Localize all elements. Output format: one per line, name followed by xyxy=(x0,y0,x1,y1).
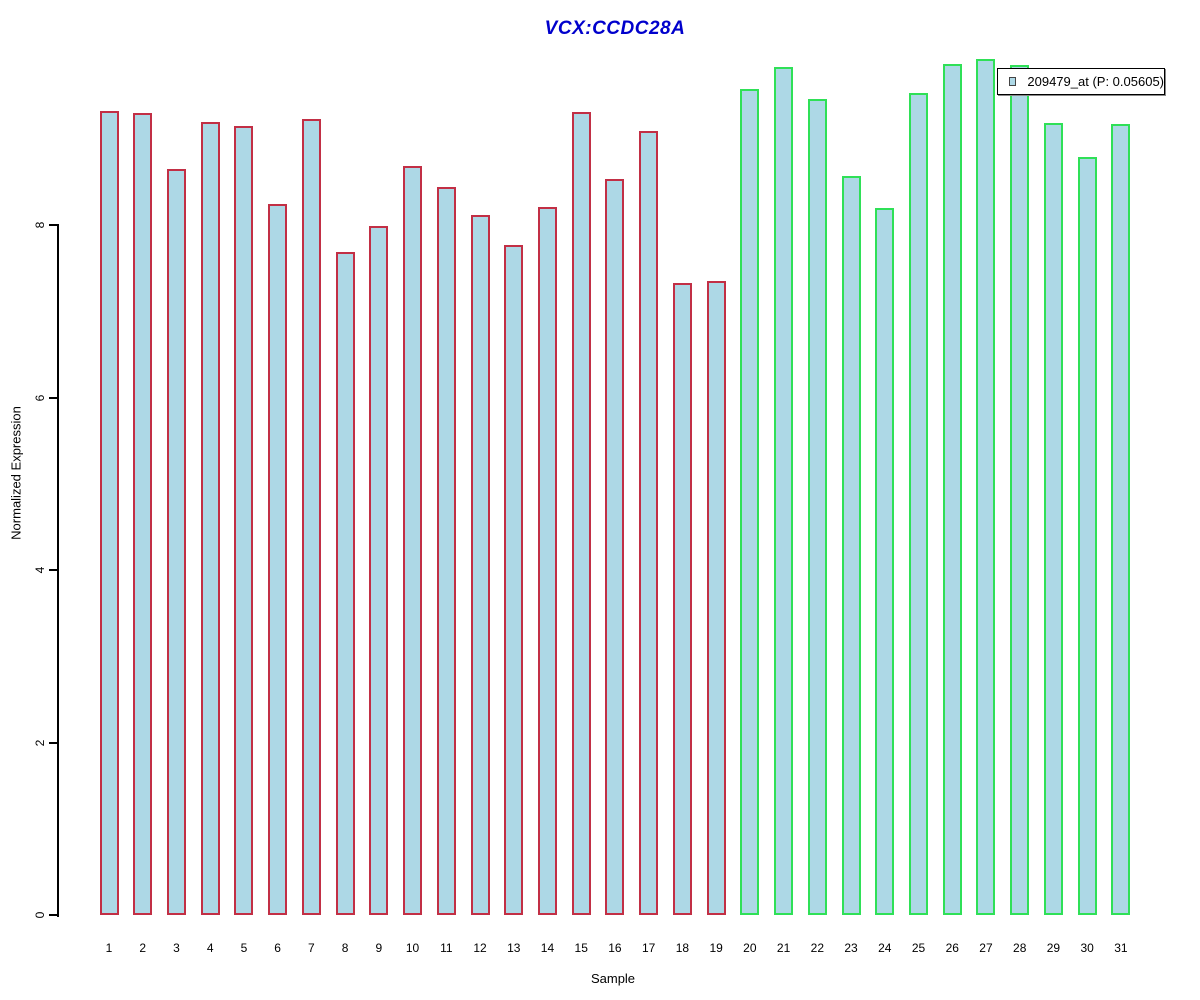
y-tick xyxy=(49,396,57,399)
x-tick-label: 25 xyxy=(911,941,926,955)
x-tick-label: 1 xyxy=(105,941,113,955)
bar-sample-9 xyxy=(369,225,389,915)
x-tick-label: 19 xyxy=(709,941,723,955)
x-tick-label: 22 xyxy=(810,941,824,955)
y-tick-label: 8 xyxy=(33,221,47,229)
y-tick xyxy=(49,914,57,916)
x-tick-label: 3 xyxy=(173,941,180,955)
bar-sample-4 xyxy=(200,122,220,915)
x-tick-label: 14 xyxy=(540,941,555,955)
x-tick-label: 30 xyxy=(1080,941,1094,955)
bar-sample-17 xyxy=(639,130,659,915)
x-tick-label: 4 xyxy=(206,941,214,955)
bar-sample-19 xyxy=(706,281,726,915)
bar-sample-15 xyxy=(571,112,591,915)
bar-sample-29 xyxy=(1043,123,1063,915)
x-tick-label: 21 xyxy=(776,941,791,955)
x-tick-label: 6 xyxy=(274,941,281,955)
x-axis-label: Sample xyxy=(590,971,636,986)
bar-sample-10 xyxy=(403,166,423,915)
bar-sample-14 xyxy=(537,206,557,915)
bar-sample-13 xyxy=(504,244,524,915)
x-tick-label: 15 xyxy=(574,941,588,955)
x-tick-label: 20 xyxy=(743,941,757,955)
x-tick-label: 12 xyxy=(473,941,487,955)
bar-sample-21 xyxy=(774,67,794,915)
x-tick-label: 17 xyxy=(641,941,656,955)
y-tick xyxy=(49,569,57,571)
y-tick-label: 4 xyxy=(33,566,47,574)
bar-sample-18 xyxy=(672,282,692,915)
x-tick-label: 24 xyxy=(878,941,892,955)
bar-sample-3 xyxy=(166,168,186,915)
bar-sample-30 xyxy=(1077,156,1097,915)
y-tick-label: 0 xyxy=(33,911,47,919)
bar-sample-20 xyxy=(740,88,760,915)
bar-sample-7 xyxy=(301,118,321,915)
x-tick-label: 7 xyxy=(308,941,315,955)
x-tick-label: 2 xyxy=(139,941,147,955)
x-tick-label: 23 xyxy=(844,941,858,955)
bar-sample-2 xyxy=(133,112,153,915)
x-tick-label: 28 xyxy=(1013,941,1027,955)
legend-box: 209479_at (P: 0.05605) xyxy=(997,68,1165,95)
x-tick-label: 9 xyxy=(375,941,383,955)
bar-sample-23 xyxy=(841,175,861,915)
y-tick-label: 2 xyxy=(33,739,47,746)
bar-sample-6 xyxy=(268,204,288,915)
y-tick xyxy=(49,224,57,226)
x-tick-label: 13 xyxy=(507,941,521,955)
bar-sample-31 xyxy=(1111,124,1131,915)
bar-sample-16 xyxy=(605,179,625,915)
bar-sample-5 xyxy=(234,125,254,915)
y-axis-line xyxy=(57,224,59,917)
x-tick-label: 8 xyxy=(341,941,349,955)
bar-sample-1 xyxy=(99,111,119,915)
chart-title: VCX:CCDC28A xyxy=(544,18,686,39)
x-tick-label: 18 xyxy=(675,941,690,955)
bar-sample-11 xyxy=(436,187,456,915)
bar-sample-24 xyxy=(875,207,895,915)
bar-sample-12 xyxy=(470,214,490,915)
x-tick-label: 10 xyxy=(405,941,420,955)
bar-sample-26 xyxy=(942,63,962,915)
legend-swatch-icon xyxy=(1009,77,1017,86)
x-tick-label: 26 xyxy=(945,941,959,955)
y-tick xyxy=(49,741,57,744)
bar-sample-28 xyxy=(1010,64,1030,915)
x-tick-label: 5 xyxy=(240,941,248,955)
x-tick-label: 16 xyxy=(608,941,622,955)
bar-sample-22 xyxy=(807,99,827,915)
y-axis-label: Normalized Expression xyxy=(8,406,24,540)
x-tick-label: 31 xyxy=(1114,941,1128,955)
bar-sample-25 xyxy=(909,93,929,915)
x-tick-label: 29 xyxy=(1046,941,1061,955)
bar-sample-27 xyxy=(976,59,996,915)
legend-label: 209479_at (P: 0.05605) xyxy=(1027,74,1164,89)
bar-sample-8 xyxy=(335,251,355,915)
y-tick-label: 6 xyxy=(33,394,47,401)
x-tick-label: 11 xyxy=(440,941,453,955)
x-tick-label: 27 xyxy=(979,941,993,955)
